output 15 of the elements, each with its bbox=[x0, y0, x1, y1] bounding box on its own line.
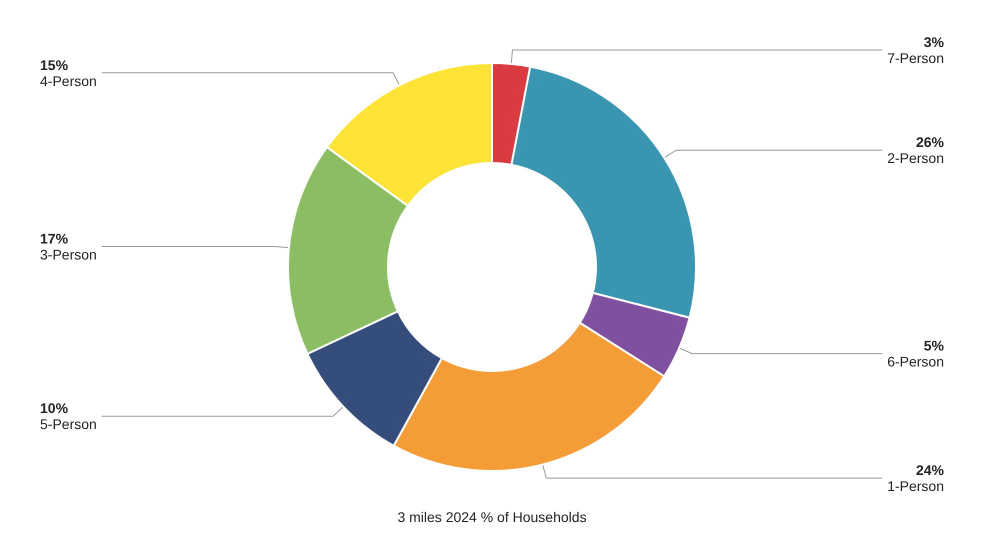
slice-label: 6-Person bbox=[887, 354, 944, 370]
slice-label: 1-Person bbox=[887, 478, 944, 494]
data-label: 26% bbox=[916, 134, 945, 150]
data-label: 5% bbox=[924, 338, 945, 354]
text: 3 miles 2024 % of Households bbox=[397, 509, 587, 525]
slice-label: 2-Person bbox=[887, 150, 944, 166]
slice-label: 4-Person bbox=[40, 72, 97, 89]
slice-label: 3-Person bbox=[40, 246, 97, 262]
data-label: 10% bbox=[40, 400, 69, 416]
slice-label: 7-Person bbox=[887, 50, 944, 66]
data-label: 3% bbox=[924, 34, 945, 50]
data-label: 15% bbox=[40, 56, 69, 73]
slice-label: 5-Person bbox=[40, 416, 97, 432]
data-label: 17% bbox=[40, 230, 69, 246]
data-label: 24% bbox=[916, 462, 945, 478]
